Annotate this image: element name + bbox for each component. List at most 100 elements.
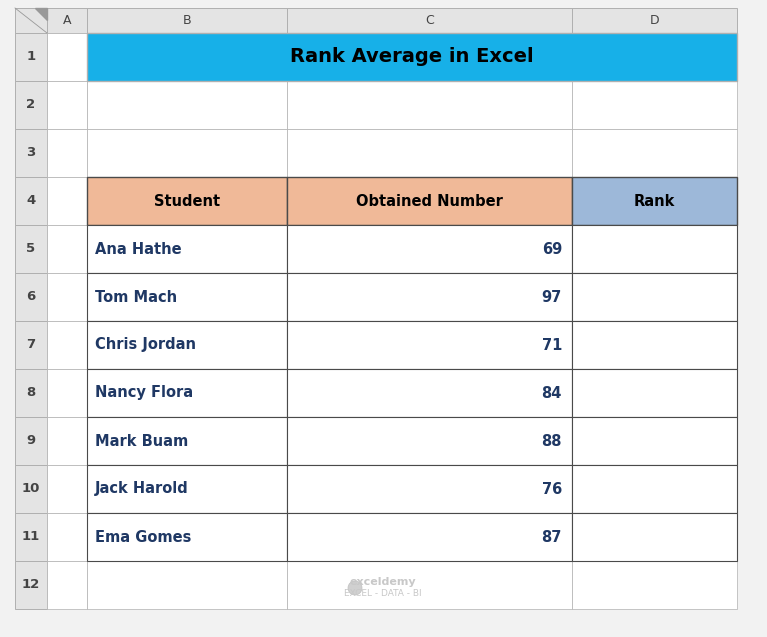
Text: 10: 10 [21, 482, 40, 496]
Text: 71: 71 [542, 338, 562, 352]
Bar [572, 33, 737, 81]
Bar [572, 225, 737, 273]
Text: 3: 3 [26, 147, 35, 159]
Text: 7: 7 [26, 338, 35, 352]
Bar [47, 369, 87, 417]
Bar [572, 417, 737, 465]
Bar [87, 81, 287, 129]
Bar [287, 225, 572, 273]
Text: 5: 5 [26, 243, 35, 255]
Bar [47, 177, 87, 225]
Bar [87, 369, 287, 417]
Text: 76: 76 [542, 482, 562, 496]
Bar [87, 177, 287, 225]
Bar [47, 561, 87, 609]
Bar [572, 8, 737, 33]
Bar [87, 513, 287, 561]
Bar [287, 33, 572, 81]
Bar [87, 465, 287, 513]
Text: 97: 97 [542, 289, 562, 304]
Bar [47, 321, 87, 369]
Bar [87, 33, 737, 81]
Bar [87, 177, 287, 225]
Text: EXCEL - DATA - BI: EXCEL - DATA - BI [344, 589, 422, 598]
Text: 84: 84 [542, 385, 562, 401]
Bar [287, 321, 572, 369]
Bar [87, 225, 287, 273]
Bar [572, 273, 737, 321]
Bar [47, 33, 87, 81]
Bar [87, 417, 287, 465]
Text: Ana Hathe: Ana Hathe [95, 241, 182, 257]
Text: 88: 88 [542, 434, 562, 448]
Bar [572, 417, 737, 465]
Text: exceldemy: exceldemy [350, 577, 416, 587]
Bar [87, 369, 287, 417]
Bar [47, 465, 87, 513]
Bar [572, 369, 737, 417]
Bar [15, 129, 47, 177]
Bar [287, 273, 572, 321]
Bar [47, 8, 87, 33]
Bar [287, 465, 572, 513]
Text: 9: 9 [26, 434, 35, 448]
Text: Rank Average in Excel: Rank Average in Excel [290, 48, 534, 66]
Text: Rank: Rank [634, 194, 675, 208]
Bar [287, 177, 572, 225]
Bar [287, 8, 572, 33]
Text: B: B [183, 14, 191, 27]
Text: Obtained Number: Obtained Number [356, 194, 503, 208]
Bar [87, 8, 287, 33]
Text: Jack Harold: Jack Harold [95, 482, 189, 496]
Bar [572, 465, 737, 513]
Bar [87, 561, 287, 609]
Bar [47, 81, 87, 129]
Text: A: A [63, 14, 71, 27]
Bar [287, 81, 572, 129]
Bar [287, 417, 572, 465]
Bar [87, 321, 287, 369]
Bar [572, 177, 737, 225]
Bar [572, 321, 737, 369]
Text: Student: Student [154, 194, 220, 208]
Text: 2: 2 [26, 99, 35, 111]
Text: 11: 11 [22, 531, 40, 543]
Bar [15, 513, 47, 561]
Text: Tom Mach: Tom Mach [95, 289, 177, 304]
Bar [15, 273, 47, 321]
Bar [572, 561, 737, 609]
Bar [572, 225, 737, 273]
Bar [572, 129, 737, 177]
Text: Nancy Flora: Nancy Flora [95, 385, 193, 401]
Bar [572, 369, 737, 417]
Bar [287, 321, 572, 369]
Text: 8: 8 [26, 387, 35, 399]
Bar [287, 417, 572, 465]
Text: 12: 12 [22, 578, 40, 592]
Bar [15, 417, 47, 465]
Bar [47, 129, 87, 177]
Bar [287, 513, 572, 561]
Bar [47, 417, 87, 465]
Text: Chris Jordan: Chris Jordan [95, 338, 196, 352]
Bar [572, 321, 737, 369]
Bar [572, 513, 737, 561]
Bar [87, 465, 287, 513]
Bar [15, 321, 47, 369]
Bar [47, 273, 87, 321]
Bar [287, 369, 572, 417]
Bar [15, 8, 47, 33]
Bar [15, 177, 47, 225]
Text: C: C [425, 14, 434, 27]
Bar [87, 225, 287, 273]
Text: 4: 4 [26, 194, 35, 208]
Text: 69: 69 [542, 241, 562, 257]
Circle shape [348, 581, 362, 595]
Bar [15, 369, 47, 417]
Bar [87, 513, 287, 561]
Text: 1: 1 [26, 50, 35, 64]
Bar [572, 273, 737, 321]
Bar [15, 225, 47, 273]
Text: 87: 87 [542, 529, 562, 545]
Bar [87, 417, 287, 465]
